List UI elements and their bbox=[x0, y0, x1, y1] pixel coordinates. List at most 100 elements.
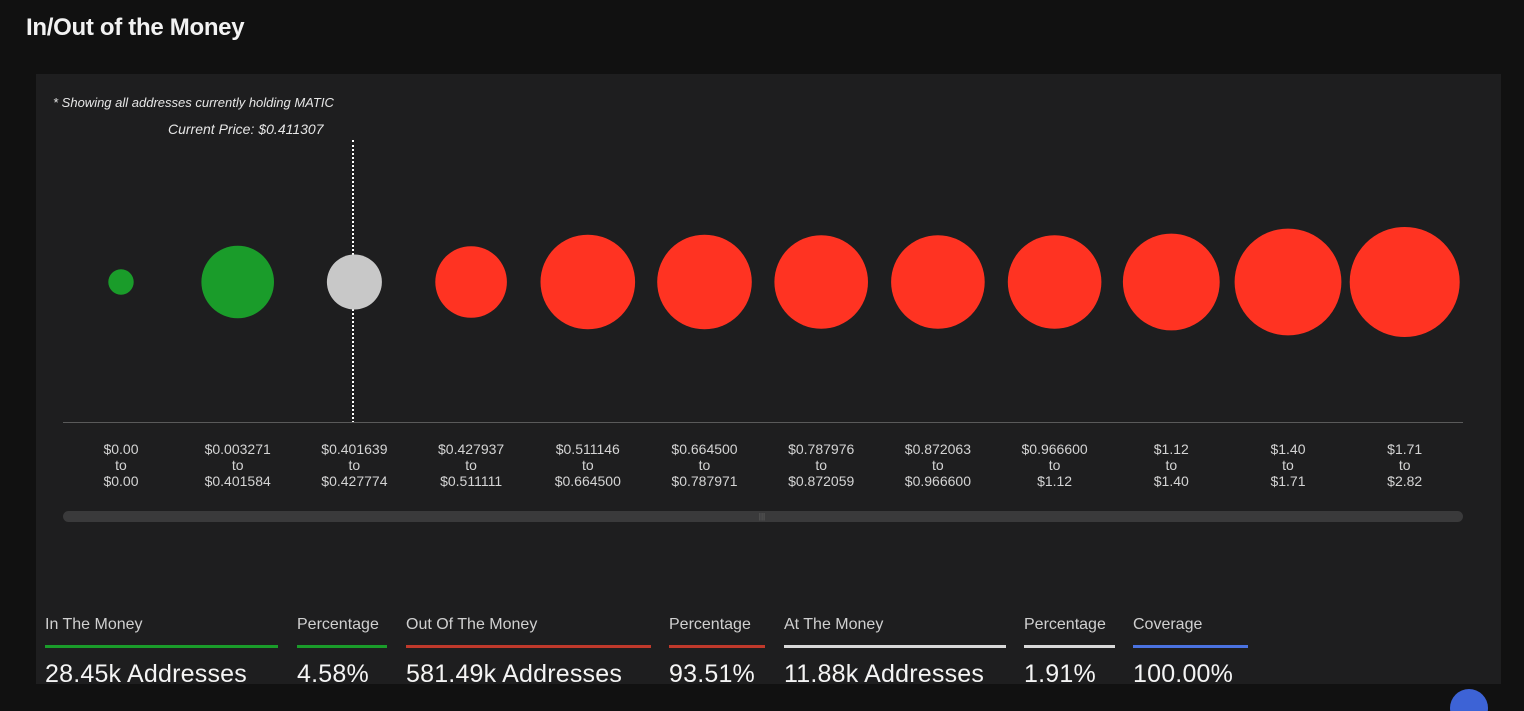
at-the-money-percentage-underline bbox=[1024, 645, 1115, 648]
range-from: $0.787976 bbox=[788, 441, 855, 457]
at-the-money-percentage-value: 1.91% bbox=[1024, 660, 1096, 688]
range-to: $0.872059 bbox=[788, 473, 855, 489]
bubble-12[interactable] bbox=[1349, 227, 1460, 337]
range-label-3: $0.401639 to $0.427774 bbox=[294, 441, 414, 489]
range-to: $0.427774 bbox=[321, 473, 388, 489]
chart-panel bbox=[36, 74, 1501, 684]
out-of-the-money-percentage-stat: Percentage 93.51% bbox=[669, 614, 765, 689]
range-to: $1.40 bbox=[1153, 473, 1189, 489]
range-to: $0.664500 bbox=[554, 473, 621, 489]
range-to-word: to bbox=[581, 457, 594, 473]
range-from: $0.966600 bbox=[1021, 441, 1088, 457]
range-from: $0.401639 bbox=[321, 441, 388, 457]
range-to: $1.12 bbox=[1037, 473, 1073, 489]
bubble-4[interactable] bbox=[435, 246, 507, 318]
coverage-underline bbox=[1133, 645, 1248, 648]
range-from: $1.12 bbox=[1153, 441, 1189, 457]
at-the-money-percentage-label: Percentage bbox=[1024, 616, 1106, 633]
coverage-value: 100.00% bbox=[1133, 660, 1234, 688]
chat-bubble-icon[interactable] bbox=[1450, 689, 1488, 711]
range-to: $0.966600 bbox=[904, 473, 971, 489]
in-the-money-underline bbox=[45, 645, 278, 648]
bubble-10[interactable] bbox=[1122, 233, 1220, 331]
in-the-money-percentage-value: 4.58% bbox=[297, 660, 369, 688]
coverage-label: Coverage bbox=[1133, 616, 1203, 633]
out-of-the-money-percentage-underline bbox=[669, 645, 765, 648]
bubble-9[interactable] bbox=[1007, 235, 1102, 329]
chat-button[interactable] bbox=[1450, 689, 1488, 711]
header-bar: In/Out of the Money bbox=[0, 0, 1524, 62]
range-label-12: $1.71 to $2.82 bbox=[1345, 441, 1465, 489]
bubble-1[interactable] bbox=[108, 269, 134, 295]
page-title: In/Out of the Money bbox=[26, 14, 245, 41]
bubble-6[interactable] bbox=[657, 234, 752, 330]
in-the-money-stat: In The Money 28.45k Addresses bbox=[45, 614, 278, 689]
range-to-word: to bbox=[115, 457, 127, 473]
x-axis-line bbox=[63, 422, 1463, 423]
bubble-2[interactable] bbox=[201, 245, 274, 319]
in-the-money-percentage-label: Percentage bbox=[297, 616, 379, 633]
range-label-8: $0.872063 to $0.966600 bbox=[878, 441, 998, 489]
range-label-10: $1.12 to $1.40 bbox=[1111, 441, 1231, 489]
range-to-word: to bbox=[698, 457, 711, 473]
range-from: $0.00 bbox=[103, 441, 139, 457]
range-label-2: $0.003271 to $0.401584 bbox=[178, 441, 298, 489]
bubble-7[interactable] bbox=[774, 235, 868, 329]
scrollbar-grip-icon[interactable]: ||| bbox=[758, 512, 766, 521]
range-from: $1.40 bbox=[1270, 441, 1306, 457]
current-price-value: $0.411307 bbox=[258, 121, 324, 137]
bubble-3[interactable] bbox=[326, 254, 382, 310]
range-to: $1.71 bbox=[1270, 473, 1306, 489]
range-to-word: to bbox=[465, 457, 477, 473]
range-to: $0.511111 bbox=[440, 473, 503, 489]
bottom-strip bbox=[0, 689, 1524, 711]
chart-scrollbar[interactable] bbox=[63, 511, 1463, 522]
current-price-label: Current Price: $0.411307 bbox=[168, 121, 324, 137]
in-the-money-label: In The Money bbox=[45, 616, 143, 633]
out-of-the-money-label: Out Of The Money bbox=[406, 616, 538, 633]
current-price-caption: Current Price: bbox=[168, 121, 255, 137]
range-from: $0.664500 bbox=[671, 441, 738, 457]
range-label-5: $0.511146 to $0.664500 bbox=[528, 441, 648, 489]
range-to: $2.82 bbox=[1387, 473, 1423, 489]
range-to-word: to bbox=[815, 457, 828, 473]
range-to: $0.787971 bbox=[671, 473, 738, 489]
at-the-money-value: 11.88k Addresses bbox=[784, 660, 985, 688]
bubble-11[interactable] bbox=[1234, 228, 1342, 336]
out-of-the-money-percentage-value: 93.51% bbox=[669, 660, 755, 688]
range-to-word: to bbox=[1282, 457, 1294, 473]
bubble-5[interactable] bbox=[540, 234, 636, 330]
range-label-7: $0.787976 to $0.872059 bbox=[761, 441, 881, 489]
range-label-1: $0.00 to $0.00 bbox=[61, 441, 181, 489]
range-to-word: to bbox=[932, 457, 944, 473]
range-from: $0.872063 bbox=[904, 441, 971, 457]
range-from: $0.427937 bbox=[438, 441, 505, 457]
in-the-money-percentage-underline bbox=[297, 645, 387, 648]
range-label-9: $0.966600 to $1.12 bbox=[995, 441, 1115, 489]
out-of-the-money-value: 581.49k Addresses bbox=[406, 660, 623, 688]
range-to-word: to bbox=[1048, 457, 1061, 473]
range-to-word: to bbox=[1398, 457, 1411, 473]
range-label-6: $0.664500 to $0.787971 bbox=[645, 441, 765, 489]
range-to: $0.401584 bbox=[204, 473, 271, 489]
holding-note: * Showing all addresses currently holdin… bbox=[53, 95, 334, 110]
bubble-8[interactable] bbox=[891, 235, 985, 329]
at-the-money-underline bbox=[784, 645, 1006, 648]
range-from: $1.71 bbox=[1387, 441, 1423, 457]
range-to: $0.00 bbox=[103, 473, 139, 489]
range-label-11: $1.40 to $1.71 bbox=[1228, 441, 1348, 489]
in-the-money-value: 28.45k Addresses bbox=[45, 660, 247, 688]
range-from: $0.003271 bbox=[204, 441, 271, 457]
range-to-word: to bbox=[348, 457, 361, 473]
bubble-chart bbox=[108, 227, 1460, 337]
at-the-money-percentage-stat: Percentage 1.91% bbox=[1024, 614, 1115, 689]
range-label-4: $0.427937 to $0.511111 bbox=[411, 441, 531, 489]
at-the-money-label: At The Money bbox=[784, 616, 884, 633]
out-of-the-money-underline bbox=[406, 645, 651, 648]
coverage-stat: Coverage 100.00% bbox=[1133, 614, 1248, 689]
at-the-money-stat: At The Money 11.88k Addresses bbox=[784, 614, 1006, 689]
in-the-money-percentage-stat: Percentage 4.58% bbox=[297, 614, 387, 689]
out-of-the-money-percentage-label: Percentage bbox=[669, 616, 751, 633]
range-to-word: to bbox=[231, 457, 244, 473]
range-to-word: to bbox=[1165, 457, 1178, 473]
